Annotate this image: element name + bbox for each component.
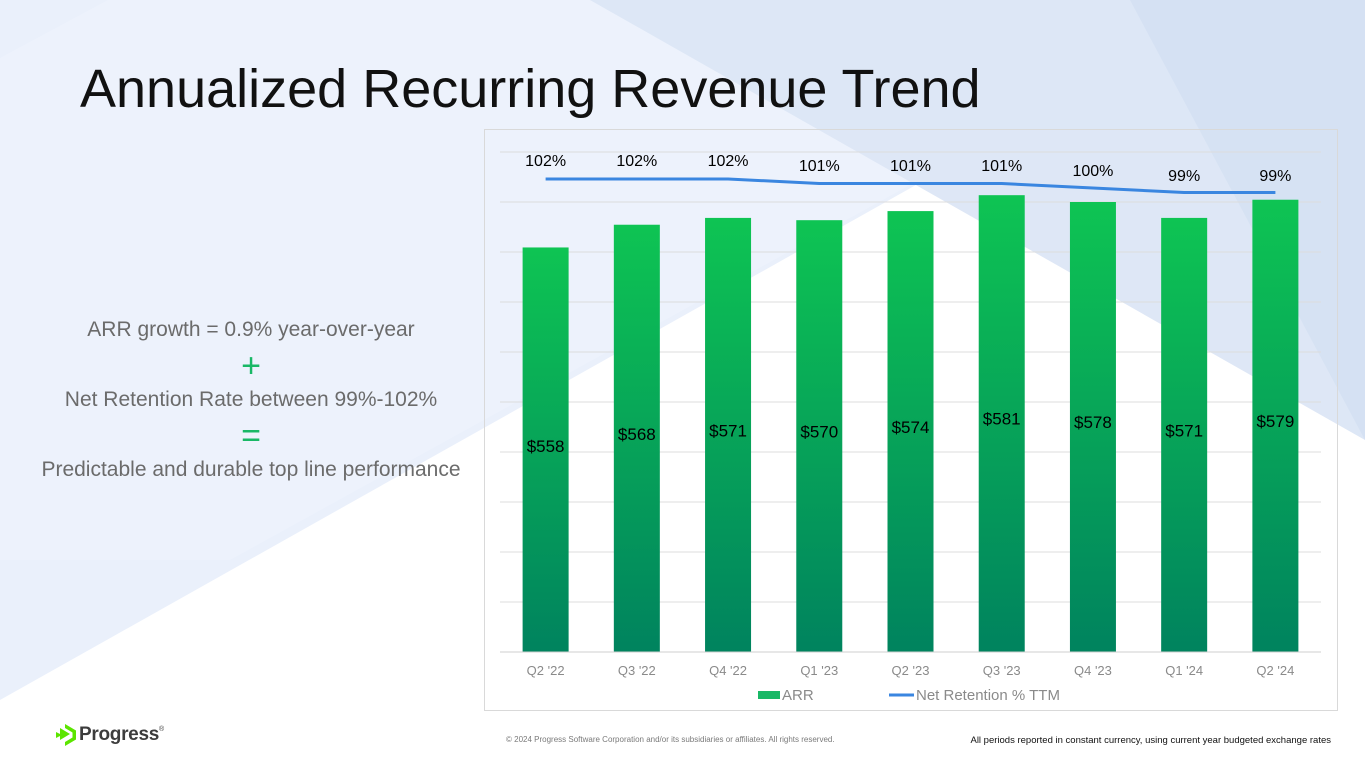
copyright-text: © 2024 Progress Software Corporation and…	[506, 735, 835, 744]
conclusion-text: Predictable and durable top line perform…	[41, 458, 461, 481]
arr-bar	[613, 224, 660, 652]
arr-bar	[705, 217, 752, 652]
arr-bar-label: $578	[1074, 413, 1112, 432]
page-title: Annualized Recurring Revenue Trend	[80, 59, 981, 119]
legend-label-arr: ARR	[782, 687, 814, 704]
net-retention-text: Net Retention Rate between 99%-102%	[64, 388, 438, 411]
arr-bar-label: $579	[1256, 412, 1294, 431]
summary-text: ARR growth = 0.9% year-over-year + Net R…	[40, 316, 462, 484]
currency-footnote: All periods reported in constant currenc…	[970, 735, 1331, 746]
arr-bar	[887, 211, 934, 652]
arr-bar-label: $568	[618, 425, 656, 444]
arr-growth-text: ARR growth = 0.9% year-over-year	[87, 318, 415, 341]
net-retention-label: 101%	[981, 158, 1022, 175]
x-tick-label: Q3 '23	[983, 663, 1021, 678]
net-retention-line	[545, 177, 1276, 194]
x-tick-label: Q4 '23	[1074, 663, 1112, 678]
x-tick-label: Q1 '24	[1165, 663, 1203, 678]
net-retention-label: 101%	[890, 158, 931, 175]
x-tick-label: Q3 '22	[618, 663, 656, 678]
arr-bar	[522, 247, 569, 653]
arr-bar-label: $574	[892, 418, 930, 437]
progress-logo: Progress ®	[56, 722, 164, 748]
net-retention-label: 101%	[799, 158, 840, 175]
arr-bar	[1069, 202, 1116, 652]
net-retention-label: 100%	[1072, 163, 1113, 180]
net-retention-label: 102%	[708, 153, 749, 170]
arr-bar-label: $570	[800, 423, 838, 442]
legend-swatch-arr	[758, 691, 780, 699]
arr-bar	[796, 220, 843, 652]
net-retention-label: 99%	[1259, 168, 1291, 185]
arr-bar-label: $581	[983, 409, 1021, 428]
arr-bar-label: $571	[709, 421, 747, 440]
net-retention-label: 102%	[616, 153, 657, 170]
x-tick-label: Q1 '23	[800, 663, 838, 678]
equals-symbol: =	[241, 417, 261, 455]
logo-registered-mark: ®	[158, 725, 165, 733]
x-tick-label: Q2 '24	[1256, 663, 1294, 678]
net-retention-label: 102%	[525, 153, 566, 170]
plus-symbol: +	[241, 347, 261, 385]
x-tick-label: Q2 '23	[892, 663, 930, 678]
arr-bar	[978, 195, 1025, 652]
arr-chart: $558 $568 $571 $570 $574 $581 $578 $571 $579 102%…	[484, 129, 1338, 711]
chart-svg: $558 $568 $571 $570 $574 $581 $578 $571 $579 102%…	[500, 151, 1321, 704]
x-tick-label: Q2 '22	[527, 663, 565, 678]
progress-logo-icon	[56, 724, 76, 746]
arr-bar	[1161, 217, 1208, 652]
net-retention-label: 99%	[1168, 168, 1200, 185]
arr-bar-label: $571	[1165, 421, 1203, 440]
logo-text: Progress	[79, 724, 159, 745]
arr-bar-label: $558	[527, 437, 565, 456]
x-tick-label: Q4 '22	[709, 663, 747, 678]
arr-bar	[1252, 199, 1299, 652]
legend-label-net-retention: Net Retention % TTM	[916, 687, 1060, 704]
